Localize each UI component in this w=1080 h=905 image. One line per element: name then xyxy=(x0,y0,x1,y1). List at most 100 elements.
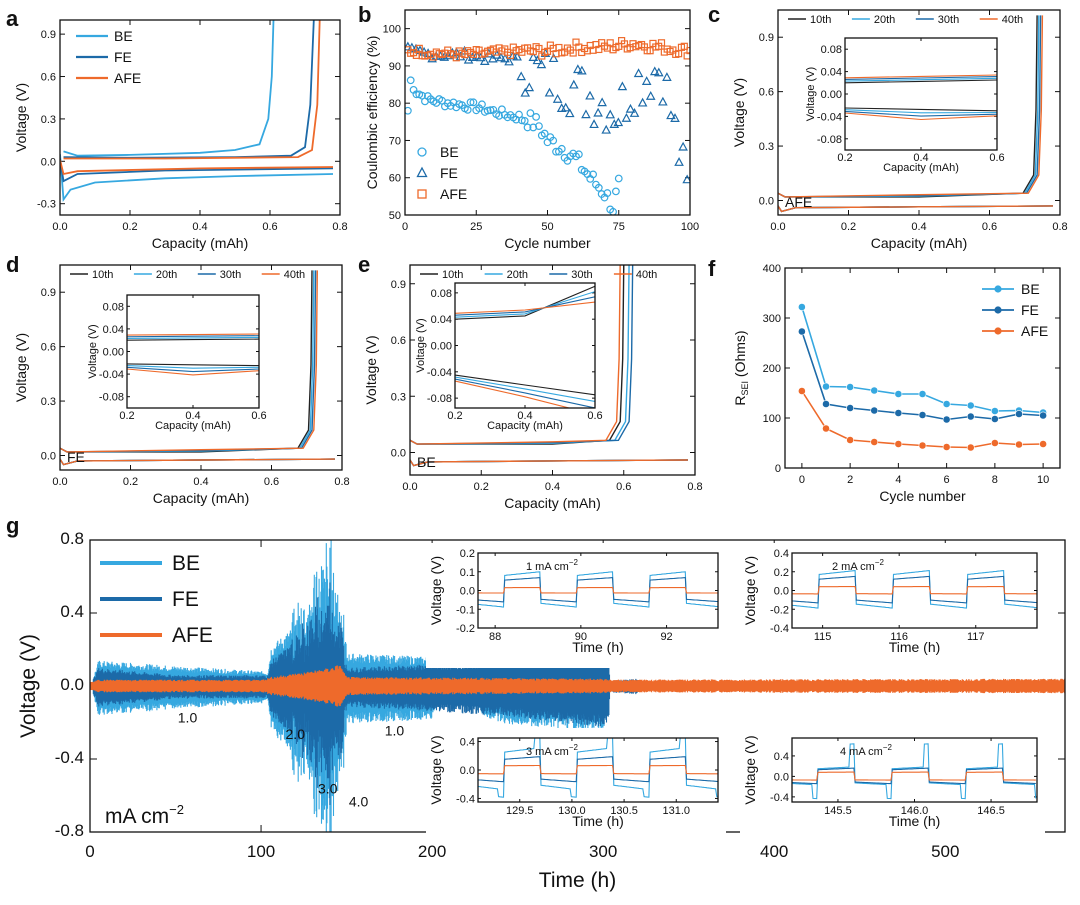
legend-marker-AFE xyxy=(994,327,1002,335)
x-tick-label: 0.6 xyxy=(264,476,279,488)
inset-series-AFE xyxy=(792,586,1037,595)
point-AFE xyxy=(657,39,666,47)
legend-label-BE: BE xyxy=(440,144,459,160)
series-AFE-discharge xyxy=(60,159,334,176)
x-tick-label: 0.6 xyxy=(251,410,266,422)
x-tick-label: 0.6 xyxy=(262,221,277,233)
series-FE-charge xyxy=(63,20,315,159)
point-BE xyxy=(614,174,623,183)
plot-area xyxy=(410,265,688,467)
point-BE xyxy=(603,189,612,197)
y-tick-label: 0.04 xyxy=(431,314,452,326)
inset-series-BE xyxy=(478,738,718,798)
panel-a: 0.0 0.2 0.4 0.6 0.8 -0.3 0.0 0.3 0.6 0.9 Capacity … xyxy=(6,6,348,251)
inset-upper-20th xyxy=(455,291,595,318)
inset-title-main: 3 mA cm xyxy=(526,746,569,758)
x-axis-label: Cycle number xyxy=(504,235,591,251)
y-tick-label: 0.9 xyxy=(41,287,56,299)
point-BE xyxy=(486,106,495,115)
x-axis-label: Capacity (mAh) xyxy=(883,162,959,174)
inset-lower-40th xyxy=(455,380,572,408)
y-label-main: R xyxy=(732,395,748,405)
y-axis-label: Voltage (V) xyxy=(731,78,747,147)
x-tick-label: 0.2 xyxy=(123,476,138,488)
x-axis-label: Time (h) xyxy=(572,639,624,655)
series-FE xyxy=(801,331,1044,421)
x-tick-label: 0.8 xyxy=(332,221,347,233)
cell-label: FE xyxy=(67,449,85,465)
inset-title: 2 mA cm−2 xyxy=(832,558,884,573)
panel-d: 0.0 0.2 0.4 0.6 0.8 0.0 0.3 0.6 0.9 Capacity (mAh… xyxy=(6,252,350,506)
y-tick-label: 50 xyxy=(389,210,401,222)
unit-label: mA cm−2 xyxy=(105,802,184,828)
point-FE xyxy=(560,102,571,112)
point-FE xyxy=(918,411,927,419)
y-tick-label: 60 xyxy=(389,173,401,185)
x-tick-label: 0.2 xyxy=(119,410,134,422)
y-tick-label: 0.3 xyxy=(41,114,56,126)
point-AFE xyxy=(646,47,654,55)
inset-series-AFE xyxy=(792,771,1036,781)
y-tick-label: -0.08 xyxy=(427,393,452,405)
x-tick-label: 90 xyxy=(575,631,587,643)
legend-marker-FE xyxy=(416,166,428,178)
rate-label: 2.0 xyxy=(286,726,306,742)
plot-area xyxy=(60,270,335,466)
point-AFE xyxy=(870,438,879,446)
axes-box xyxy=(777,9,1061,216)
x-tick-label: 130.0 xyxy=(558,805,586,817)
point-BE xyxy=(463,105,472,114)
inset-upper-40th xyxy=(127,333,259,336)
point-FE xyxy=(552,93,563,103)
y-tick-label: 0.1 xyxy=(460,567,475,579)
point-FE xyxy=(966,412,975,421)
point-BE xyxy=(406,76,415,85)
x-tick-label: 115 xyxy=(814,631,832,643)
series-40th-discharge xyxy=(410,459,688,467)
point-FE xyxy=(662,72,672,81)
inset-lower-40th xyxy=(127,368,259,376)
point-AFE xyxy=(452,54,460,62)
y-tick-label: -0.04 xyxy=(99,369,124,381)
inset-upper-40th xyxy=(845,74,997,79)
point-FE xyxy=(532,55,543,65)
inset-title-main: 4 mA cm xyxy=(840,746,883,758)
inset-title-sup: −2 xyxy=(883,743,893,752)
point-BE xyxy=(540,129,549,138)
point-FE xyxy=(528,52,539,61)
inset-series-AFE xyxy=(478,764,718,775)
point-FE xyxy=(573,64,583,74)
y-tick-label: 0.00 xyxy=(103,347,124,359)
inset-title-main: 1 mA cm xyxy=(526,561,569,573)
legend-label-30th: 30th xyxy=(571,269,592,281)
point-FE xyxy=(870,406,879,415)
legend-marker-AFE xyxy=(417,189,427,199)
x-tick-label: 300 xyxy=(589,842,617,861)
axes-box xyxy=(59,19,341,216)
series-40th-discharge xyxy=(60,458,335,466)
y-tick-label: 0.08 xyxy=(431,288,452,300)
inset-upper-20th xyxy=(127,336,259,340)
x-axis-label: Cycle number xyxy=(879,488,966,504)
axes-box xyxy=(784,267,1061,469)
x-tick-label: 131.0 xyxy=(662,805,690,817)
point-BE xyxy=(466,98,475,107)
legend-marker-FE xyxy=(994,306,1002,314)
y-axis-label: Voltage (V) xyxy=(415,318,427,372)
x-tick-label: 0.0 xyxy=(52,221,67,233)
plot-area xyxy=(797,303,1048,452)
inset-upper-10th xyxy=(127,338,259,341)
x-tick-label: 88 xyxy=(489,631,501,643)
point-BE xyxy=(529,123,538,132)
y-tick-label: 0.9 xyxy=(759,32,774,44)
point-BE xyxy=(966,401,975,410)
point-FE xyxy=(597,97,607,107)
inset-lower-10th xyxy=(127,363,259,367)
legend-marker-BE xyxy=(417,147,427,157)
inset-series-AFE xyxy=(478,586,718,594)
inset-series-FE xyxy=(478,577,718,603)
point-BE xyxy=(412,90,421,99)
panel-letter: b xyxy=(358,2,371,27)
y-axis-label: Coulombic efficiency (%) xyxy=(364,36,380,190)
